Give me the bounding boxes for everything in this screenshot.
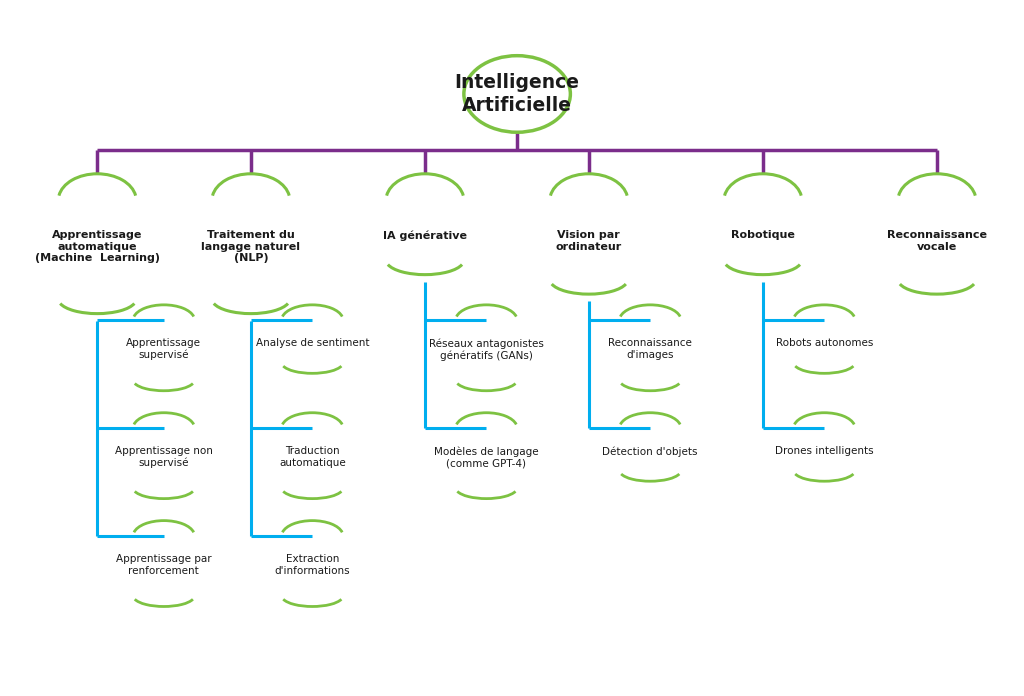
Text: Extraction
d'informations: Extraction d'informations <box>274 554 350 576</box>
Text: Apprentissage non
supervisé: Apprentissage non supervisé <box>115 446 213 468</box>
Text: Détection d'objets: Détection d'objets <box>602 446 698 457</box>
Text: Apprentissage
automatique
(Machine  Learning): Apprentissage automatique (Machine Learn… <box>35 230 160 263</box>
Text: Apprentissage par
renforcement: Apprentissage par renforcement <box>116 554 212 576</box>
Text: Reconnaissance
vocale: Reconnaissance vocale <box>887 230 987 252</box>
Text: Traduction
automatique: Traduction automatique <box>279 446 346 468</box>
Text: IA générative: IA générative <box>383 230 467 241</box>
Text: Reconnaissance
d'images: Reconnaissance d'images <box>608 338 692 360</box>
Text: Robotique: Robotique <box>731 230 795 240</box>
Text: Drones intelligents: Drones intelligents <box>775 446 873 456</box>
Text: Modèles de langage
(comme GPT-4): Modèles de langage (comme GPT-4) <box>434 446 539 468</box>
Text: Intelligence
Artificielle: Intelligence Artificielle <box>455 72 580 116</box>
Text: Robots autonomes: Robots autonomes <box>775 338 873 348</box>
Text: Réseaux antagonistes
génératifs (GANs): Réseaux antagonistes génératifs (GANs) <box>429 338 544 361</box>
Text: Apprentissage
supervisé: Apprentissage supervisé <box>126 338 202 361</box>
Text: Traitement du
langage naturel
(NLP): Traitement du langage naturel (NLP) <box>202 230 300 263</box>
Text: Analyse de sentiment: Analyse de sentiment <box>256 338 369 348</box>
Text: Vision par
ordinateur: Vision par ordinateur <box>556 230 622 252</box>
